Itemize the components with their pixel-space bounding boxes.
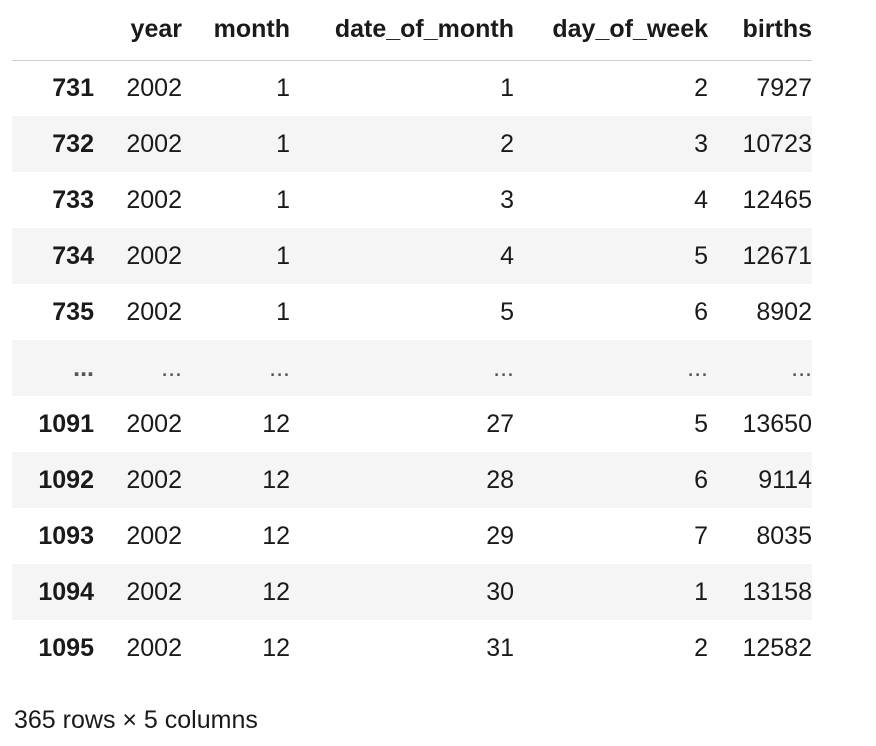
cell-year: 2002 xyxy=(126,241,182,270)
cell-month: 1 xyxy=(276,241,290,270)
cell-births: 12582 xyxy=(742,633,812,662)
table-row: 1095 2002 12 31 2 12582 xyxy=(12,620,812,676)
row-index: 732 xyxy=(52,129,94,158)
cell-day-of-week: 7 xyxy=(694,521,708,550)
cell-day-of-week: 5 xyxy=(694,241,708,270)
cell-year: 2002 xyxy=(126,577,182,606)
cell-month: 1 xyxy=(276,297,290,326)
cell-births: 8035 xyxy=(756,521,812,550)
cell-day-of-week: 5 xyxy=(694,409,708,438)
table-header: year month date_of_month day_of_week bir… xyxy=(12,0,812,61)
cell-year: 2002 xyxy=(126,409,182,438)
cell-births: ... xyxy=(791,353,812,382)
table-row: 731 2002 1 1 2 7927 xyxy=(12,60,812,116)
cell-births: 13158 xyxy=(742,577,812,606)
cell-day-of-week: 6 xyxy=(694,297,708,326)
table-row: 1092 2002 12 28 6 9114 xyxy=(12,452,812,508)
cell-date-of-month: 3 xyxy=(500,185,514,214)
row-index: 1093 xyxy=(38,521,94,550)
cell-year: 2002 xyxy=(126,633,182,662)
cell-date-of-month: 28 xyxy=(486,465,514,494)
cell-day-of-week: 6 xyxy=(694,465,708,494)
cell-month: 12 xyxy=(262,521,290,550)
cell-year: ... xyxy=(161,353,182,382)
column-header-month: month xyxy=(182,0,290,61)
cell-date-of-month: ... xyxy=(493,353,514,382)
table-row: 735 2002 1 5 6 8902 xyxy=(12,284,812,340)
cell-date-of-month: 5 xyxy=(500,297,514,326)
cell-month: ... xyxy=(269,353,290,382)
cell-day-of-week: 3 xyxy=(694,129,708,158)
table-row: 734 2002 1 4 5 12671 xyxy=(12,228,812,284)
column-header-year: year xyxy=(94,0,182,61)
cell-date-of-month: 29 xyxy=(486,521,514,550)
cell-date-of-month: 27 xyxy=(486,409,514,438)
column-header-date-of-month: date_of_month xyxy=(290,0,514,61)
row-index: 735 xyxy=(52,297,94,326)
cell-day-of-week: 4 xyxy=(694,185,708,214)
cell-month: 1 xyxy=(276,129,290,158)
table-row: 733 2002 1 3 4 12465 xyxy=(12,172,812,228)
cell-births: 12465 xyxy=(742,185,812,214)
table-body: 731 2002 1 1 2 7927 732 2002 1 2 3 10723… xyxy=(12,60,812,676)
cell-births: 12671 xyxy=(742,241,812,270)
cell-year: 2002 xyxy=(126,185,182,214)
row-index: 1094 xyxy=(38,577,94,606)
cell-month: 12 xyxy=(262,465,290,494)
cell-births: 8902 xyxy=(756,297,812,326)
cell-births: 7927 xyxy=(756,73,812,102)
row-index: 733 xyxy=(52,185,94,214)
cell-month: 1 xyxy=(276,73,290,102)
table-row: 1091 2002 12 27 5 13650 xyxy=(12,396,812,452)
cell-births: 9114 xyxy=(758,465,812,494)
row-index: 1092 xyxy=(38,465,94,494)
row-index: 731 xyxy=(52,73,94,102)
cell-month: 12 xyxy=(262,633,290,662)
cell-year: 2002 xyxy=(126,465,182,494)
cell-month: 1 xyxy=(276,185,290,214)
dataframe-table: year month date_of_month day_of_week bir… xyxy=(12,0,812,676)
dataframe-output: year month date_of_month day_of_week bir… xyxy=(12,0,812,676)
cell-year: 2002 xyxy=(126,521,182,550)
cell-date-of-month: 1 xyxy=(500,73,514,102)
row-index: 1091 xyxy=(38,409,94,438)
row-index: 1095 xyxy=(38,633,94,662)
dataframe-shape-summary: 365 rows × 5 columns xyxy=(14,706,258,734)
table-row: 732 2002 1 2 3 10723 xyxy=(12,116,812,172)
cell-date-of-month: 30 xyxy=(486,577,514,606)
header-row: year month date_of_month day_of_week bir… xyxy=(12,0,812,61)
row-index: ... xyxy=(73,353,94,382)
cell-month: 12 xyxy=(262,577,290,606)
cell-year: 2002 xyxy=(126,297,182,326)
cell-day-of-week: 2 xyxy=(694,73,708,102)
cell-date-of-month: 31 xyxy=(486,633,514,662)
row-index: 734 xyxy=(52,241,94,270)
cell-births: 13650 xyxy=(742,409,812,438)
cell-month: 12 xyxy=(262,409,290,438)
cell-date-of-month: 4 xyxy=(500,241,514,270)
table-row: 1093 2002 12 29 7 8035 xyxy=(12,508,812,564)
cell-day-of-week: 1 xyxy=(694,577,708,606)
table-row-ellipsis: ... ... ... ... ... ... xyxy=(12,340,812,396)
cell-day-of-week: ... xyxy=(687,353,708,382)
column-header-day-of-week: day_of_week xyxy=(514,0,708,61)
column-header-births: births xyxy=(708,0,812,61)
cell-day-of-week: 2 xyxy=(694,633,708,662)
cell-year: 2002 xyxy=(126,73,182,102)
cell-births: 10723 xyxy=(742,129,812,158)
column-header-index xyxy=(12,0,94,61)
table-row: 1094 2002 12 30 1 13158 xyxy=(12,564,812,620)
cell-date-of-month: 2 xyxy=(500,129,514,158)
cell-year: 2002 xyxy=(126,129,182,158)
